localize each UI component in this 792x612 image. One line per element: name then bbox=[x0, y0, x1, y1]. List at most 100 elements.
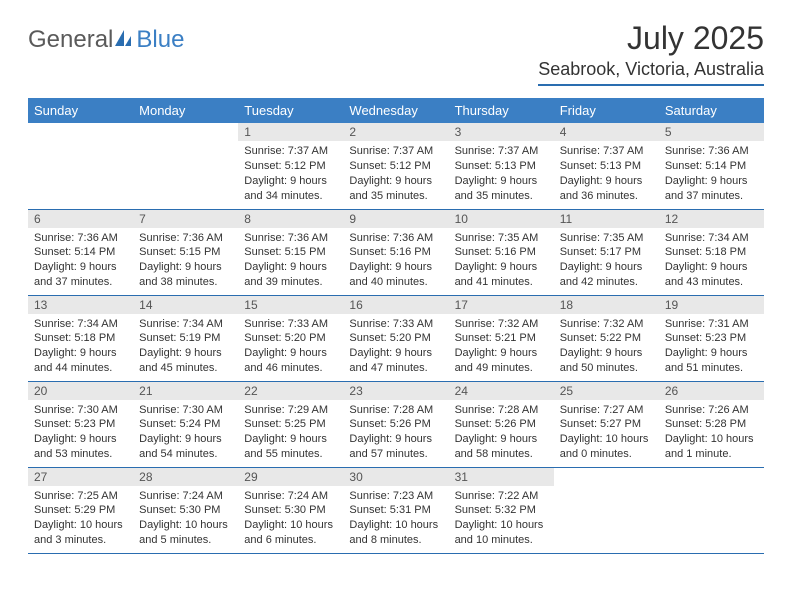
day-info: Sunrise: 7:37 AMSunset: 5:12 PMDaylight:… bbox=[238, 141, 343, 207]
day-info: Sunrise: 7:24 AMSunset: 5:30 PMDaylight:… bbox=[133, 486, 238, 552]
day-number: 8 bbox=[238, 210, 343, 228]
weekday-header: Sunday bbox=[28, 98, 133, 123]
day-info: Sunrise: 7:36 AMSunset: 5:15 PMDaylight:… bbox=[133, 228, 238, 294]
day-number: 9 bbox=[343, 210, 448, 228]
calendar-day-cell: 13Sunrise: 7:34 AMSunset: 5:18 PMDayligh… bbox=[28, 295, 133, 381]
day-number: 30 bbox=[343, 468, 448, 486]
weekday-header: Friday bbox=[554, 98, 659, 123]
calendar-day-cell: 30Sunrise: 7:23 AMSunset: 5:31 PMDayligh… bbox=[343, 467, 448, 553]
calendar-day-cell: 20Sunrise: 7:30 AMSunset: 5:23 PMDayligh… bbox=[28, 381, 133, 467]
day-number: 19 bbox=[659, 296, 764, 314]
day-number: 21 bbox=[133, 382, 238, 400]
calendar-day-cell: 15Sunrise: 7:33 AMSunset: 5:20 PMDayligh… bbox=[238, 295, 343, 381]
month-title: July 2025 bbox=[538, 20, 764, 57]
title-block: July 2025 Seabrook, Victoria, Australia bbox=[538, 20, 764, 86]
day-info: Sunrise: 7:28 AMSunset: 5:26 PMDaylight:… bbox=[449, 400, 554, 466]
calendar-day-cell: 22Sunrise: 7:29 AMSunset: 5:25 PMDayligh… bbox=[238, 381, 343, 467]
day-number: 16 bbox=[343, 296, 448, 314]
calendar-day-cell: 23Sunrise: 7:28 AMSunset: 5:26 PMDayligh… bbox=[343, 381, 448, 467]
day-number: 25 bbox=[554, 382, 659, 400]
calendar-day-cell: 19Sunrise: 7:31 AMSunset: 5:23 PMDayligh… bbox=[659, 295, 764, 381]
calendar-day-cell: 8Sunrise: 7:36 AMSunset: 5:15 PMDaylight… bbox=[238, 209, 343, 295]
calendar-day-cell bbox=[28, 123, 133, 209]
calendar-day-cell: 2Sunrise: 7:37 AMSunset: 5:12 PMDaylight… bbox=[343, 123, 448, 209]
day-number: 31 bbox=[449, 468, 554, 486]
day-info: Sunrise: 7:37 AMSunset: 5:12 PMDaylight:… bbox=[343, 141, 448, 207]
calendar-day-cell: 4Sunrise: 7:37 AMSunset: 5:13 PMDaylight… bbox=[554, 123, 659, 209]
calendar-day-cell: 31Sunrise: 7:22 AMSunset: 5:32 PMDayligh… bbox=[449, 467, 554, 553]
day-number: 10 bbox=[449, 210, 554, 228]
day-number: 18 bbox=[554, 296, 659, 314]
day-info: Sunrise: 7:34 AMSunset: 5:18 PMDaylight:… bbox=[28, 314, 133, 380]
calendar-day-cell: 6Sunrise: 7:36 AMSunset: 5:14 PMDaylight… bbox=[28, 209, 133, 295]
calendar-day-cell: 12Sunrise: 7:34 AMSunset: 5:18 PMDayligh… bbox=[659, 209, 764, 295]
day-info: Sunrise: 7:32 AMSunset: 5:21 PMDaylight:… bbox=[449, 314, 554, 380]
calendar-day-cell: 24Sunrise: 7:28 AMSunset: 5:26 PMDayligh… bbox=[449, 381, 554, 467]
day-number: 26 bbox=[659, 382, 764, 400]
day-info: Sunrise: 7:32 AMSunset: 5:22 PMDaylight:… bbox=[554, 314, 659, 380]
day-number: 4 bbox=[554, 123, 659, 141]
day-number: 1 bbox=[238, 123, 343, 141]
day-info: Sunrise: 7:30 AMSunset: 5:24 PMDaylight:… bbox=[133, 400, 238, 466]
day-info: Sunrise: 7:33 AMSunset: 5:20 PMDaylight:… bbox=[343, 314, 448, 380]
weekday-header: Thursday bbox=[449, 98, 554, 123]
day-number: 5 bbox=[659, 123, 764, 141]
calendar-week-row: 20Sunrise: 7:30 AMSunset: 5:23 PMDayligh… bbox=[28, 381, 764, 467]
day-info: Sunrise: 7:36 AMSunset: 5:14 PMDaylight:… bbox=[659, 141, 764, 207]
day-number: 17 bbox=[449, 296, 554, 314]
day-number: 22 bbox=[238, 382, 343, 400]
calendar-day-cell: 10Sunrise: 7:35 AMSunset: 5:16 PMDayligh… bbox=[449, 209, 554, 295]
day-info: Sunrise: 7:35 AMSunset: 5:17 PMDaylight:… bbox=[554, 228, 659, 294]
day-number: 24 bbox=[449, 382, 554, 400]
day-number: 13 bbox=[28, 296, 133, 314]
day-info: Sunrise: 7:34 AMSunset: 5:18 PMDaylight:… bbox=[659, 228, 764, 294]
day-number: 12 bbox=[659, 210, 764, 228]
day-info: Sunrise: 7:34 AMSunset: 5:19 PMDaylight:… bbox=[133, 314, 238, 380]
day-info: Sunrise: 7:37 AMSunset: 5:13 PMDaylight:… bbox=[554, 141, 659, 207]
logo-text-general: General bbox=[28, 26, 113, 54]
calendar-day-cell: 28Sunrise: 7:24 AMSunset: 5:30 PMDayligh… bbox=[133, 467, 238, 553]
day-info: Sunrise: 7:24 AMSunset: 5:30 PMDaylight:… bbox=[238, 486, 343, 552]
day-number: 14 bbox=[133, 296, 238, 314]
logo-text-blue: Blue bbox=[136, 26, 184, 54]
day-info: Sunrise: 7:36 AMSunset: 5:15 PMDaylight:… bbox=[238, 228, 343, 294]
calendar-day-cell: 27Sunrise: 7:25 AMSunset: 5:29 PMDayligh… bbox=[28, 467, 133, 553]
header: General Blue July 2025 Seabrook, Victori… bbox=[28, 20, 764, 86]
calendar-day-cell: 11Sunrise: 7:35 AMSunset: 5:17 PMDayligh… bbox=[554, 209, 659, 295]
day-number: 28 bbox=[133, 468, 238, 486]
day-info: Sunrise: 7:22 AMSunset: 5:32 PMDaylight:… bbox=[449, 486, 554, 552]
calendar-day-cell bbox=[133, 123, 238, 209]
calendar-day-cell: 9Sunrise: 7:36 AMSunset: 5:16 PMDaylight… bbox=[343, 209, 448, 295]
calendar-week-row: 1Sunrise: 7:37 AMSunset: 5:12 PMDaylight… bbox=[28, 123, 764, 209]
day-number: 27 bbox=[28, 468, 133, 486]
calendar-day-cell: 25Sunrise: 7:27 AMSunset: 5:27 PMDayligh… bbox=[554, 381, 659, 467]
day-info: Sunrise: 7:35 AMSunset: 5:16 PMDaylight:… bbox=[449, 228, 554, 294]
calendar-week-row: 6Sunrise: 7:36 AMSunset: 5:14 PMDaylight… bbox=[28, 209, 764, 295]
day-number: 2 bbox=[343, 123, 448, 141]
day-info: Sunrise: 7:25 AMSunset: 5:29 PMDaylight:… bbox=[28, 486, 133, 552]
day-info: Sunrise: 7:36 AMSunset: 5:16 PMDaylight:… bbox=[343, 228, 448, 294]
calendar-table: SundayMondayTuesdayWednesdayThursdayFrid… bbox=[28, 98, 764, 554]
calendar-day-cell: 14Sunrise: 7:34 AMSunset: 5:19 PMDayligh… bbox=[133, 295, 238, 381]
day-info: Sunrise: 7:30 AMSunset: 5:23 PMDaylight:… bbox=[28, 400, 133, 466]
day-number: 15 bbox=[238, 296, 343, 314]
day-info: Sunrise: 7:36 AMSunset: 5:14 PMDaylight:… bbox=[28, 228, 133, 294]
calendar-day-cell: 3Sunrise: 7:37 AMSunset: 5:13 PMDaylight… bbox=[449, 123, 554, 209]
weekday-header: Monday bbox=[133, 98, 238, 123]
day-info: Sunrise: 7:37 AMSunset: 5:13 PMDaylight:… bbox=[449, 141, 554, 207]
calendar-day-cell bbox=[659, 467, 764, 553]
logo: General Blue bbox=[28, 26, 184, 54]
day-info: Sunrise: 7:33 AMSunset: 5:20 PMDaylight:… bbox=[238, 314, 343, 380]
weekday-header-row: SundayMondayTuesdayWednesdayThursdayFrid… bbox=[28, 98, 764, 123]
sail-icon bbox=[113, 28, 135, 53]
calendar-day-cell: 1Sunrise: 7:37 AMSunset: 5:12 PMDaylight… bbox=[238, 123, 343, 209]
calendar-day-cell bbox=[554, 467, 659, 553]
day-info: Sunrise: 7:27 AMSunset: 5:27 PMDaylight:… bbox=[554, 400, 659, 466]
day-number: 3 bbox=[449, 123, 554, 141]
calendar-week-row: 27Sunrise: 7:25 AMSunset: 5:29 PMDayligh… bbox=[28, 467, 764, 553]
calendar-day-cell: 16Sunrise: 7:33 AMSunset: 5:20 PMDayligh… bbox=[343, 295, 448, 381]
weekday-header: Wednesday bbox=[343, 98, 448, 123]
day-number: 29 bbox=[238, 468, 343, 486]
location: Seabrook, Victoria, Australia bbox=[538, 59, 764, 86]
weekday-header: Saturday bbox=[659, 98, 764, 123]
